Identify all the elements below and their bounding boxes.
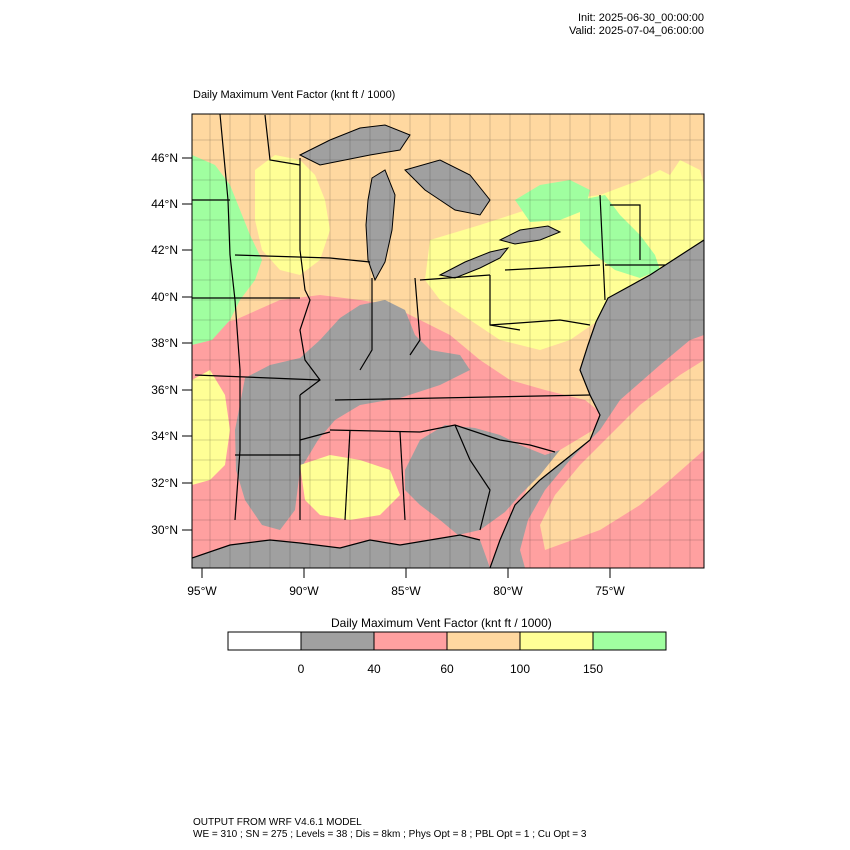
lon-label: 85°W [391,584,421,598]
lake-erie [438,247,510,279]
coastline [489,239,704,568]
lat-label: 38°N [151,336,178,350]
footer-model: OUTPUT FROM WRF V4.6.1 MODEL [193,817,362,828]
legend-swatch [519,631,594,651]
legend-swatch [592,631,667,651]
lat-label: 42°N [151,243,178,257]
lat-label: 40°N [151,290,178,304]
lon-label: 90°W [289,584,319,598]
valid-time: Valid: 2025-07-04_06:00:00 [569,25,704,37]
lon-label: 75°W [595,584,625,598]
lat-label: 34°N [151,429,178,443]
region-yellow-upper-mw [255,155,330,275]
legend-labels: 0 40 60 100 150 [298,662,604,676]
lat-label: 30°N [151,523,178,537]
lon-label: 95°W [187,584,217,598]
legend-label: 0 [298,662,305,676]
lat-label: 32°N [151,476,178,490]
footer-config: WE = 310 ; SN = 275 ; Levels = 38 ; Dis … [193,829,587,840]
legend-swatch [300,631,375,651]
legend-swatch [373,631,448,651]
lon-label: 80°W [493,584,523,598]
lake-michigan [365,169,396,282]
lake-ontario [498,225,562,245]
gulf-coast [192,534,481,559]
lat-axis: 46°N 44°N 42°N 40°N 38°N 36°N 34°N 32°N … [151,151,192,537]
lat-label: 46°N [151,151,178,165]
lake-superior [298,124,411,166]
map-title: Daily Maximum Vent Factor (knt ft / 1000… [193,89,396,101]
lat-label: 44°N [151,197,178,211]
lake-huron [404,159,491,216]
legend-label: 60 [440,662,454,676]
lon-axis: 95°W 90°W 85°W 80°W 75°W [187,568,625,598]
region-green-ontario [515,180,590,222]
legend-swatch [227,631,302,651]
plot-frame [191,113,705,569]
region-gray-southeast [405,425,560,535]
legend-label: 40 [367,662,381,676]
ocean-gulf [192,535,490,568]
legend-swatch [446,631,521,651]
region-yellow-west [192,370,230,485]
county-lines [192,114,704,568]
init-time: Init: 2025-06-30_00:00:00 [578,12,704,24]
region-yellow-southcentral [300,455,400,520]
region-gray-central [235,300,470,530]
legend-label: 100 [510,662,530,676]
legend-title: Daily Maximum Vent Factor (knt ft / 1000… [331,616,552,630]
ocean-orange [540,360,704,550]
region-yellow-northeast [425,160,704,350]
legend-label: 150 [583,662,603,676]
lat-label: 36°N [151,383,178,397]
legend-bar [227,631,667,651]
state-borders [192,114,665,531]
